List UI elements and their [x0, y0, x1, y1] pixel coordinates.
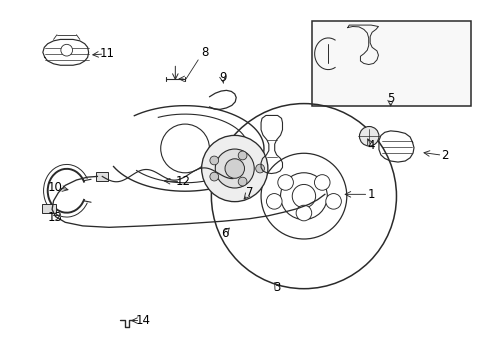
- Text: 7: 7: [245, 186, 253, 199]
- Circle shape: [215, 149, 254, 188]
- Circle shape: [181, 136, 190, 146]
- Circle shape: [161, 124, 209, 173]
- Circle shape: [296, 205, 311, 221]
- Bar: [42, 204, 56, 213]
- FancyBboxPatch shape: [170, 135, 195, 157]
- Text: 8: 8: [201, 46, 208, 59]
- Text: 14: 14: [135, 314, 150, 327]
- Circle shape: [224, 159, 244, 178]
- Circle shape: [171, 136, 181, 146]
- Text: 11: 11: [100, 47, 114, 60]
- Circle shape: [61, 44, 72, 56]
- Circle shape: [238, 151, 246, 160]
- Circle shape: [359, 126, 378, 146]
- Bar: [322, 190, 336, 199]
- Text: 4: 4: [366, 139, 374, 152]
- Circle shape: [255, 164, 264, 173]
- Bar: [311, 22, 470, 106]
- Circle shape: [292, 184, 315, 208]
- Circle shape: [325, 194, 341, 209]
- Circle shape: [209, 172, 218, 181]
- Circle shape: [201, 135, 267, 202]
- Circle shape: [181, 145, 190, 154]
- Circle shape: [277, 175, 293, 190]
- Circle shape: [238, 177, 246, 186]
- Text: 12: 12: [175, 175, 190, 188]
- Text: 13: 13: [48, 211, 63, 224]
- Text: 1: 1: [366, 188, 374, 201]
- Circle shape: [266, 194, 282, 209]
- Circle shape: [314, 175, 329, 190]
- Bar: [96, 172, 108, 181]
- Circle shape: [171, 145, 181, 154]
- Circle shape: [209, 156, 218, 165]
- Text: 6: 6: [221, 226, 228, 239]
- Text: 2: 2: [441, 149, 448, 162]
- Text: 9: 9: [219, 71, 226, 84]
- Text: 10: 10: [48, 181, 63, 194]
- Text: 3: 3: [273, 281, 280, 294]
- Text: 5: 5: [386, 92, 393, 105]
- Circle shape: [280, 173, 326, 220]
- Circle shape: [261, 153, 346, 239]
